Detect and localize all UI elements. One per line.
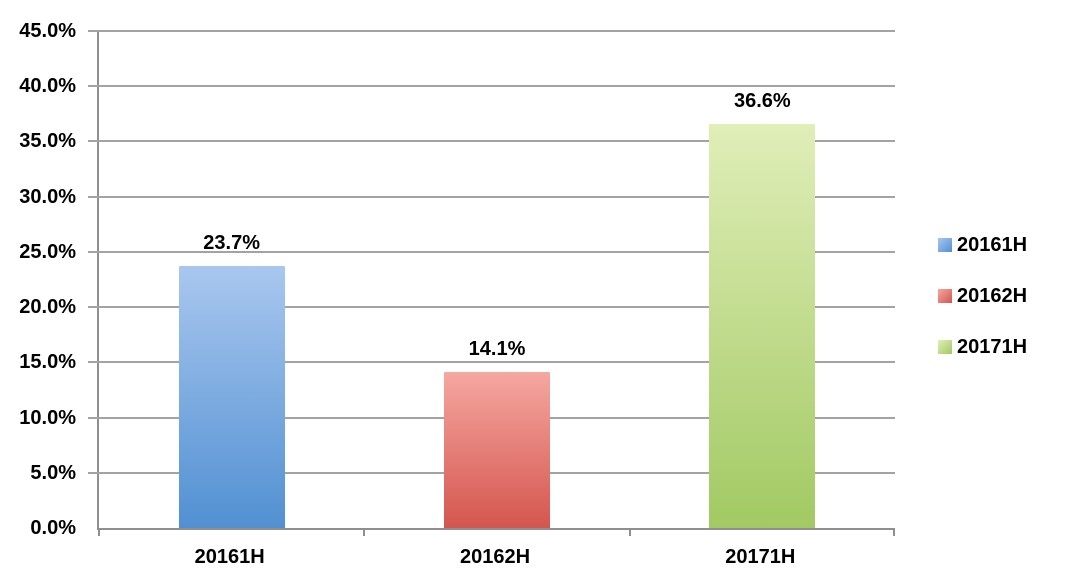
legend-label: 20162H [957, 284, 1028, 307]
gridline [88, 250, 895, 253]
bar-20161H[interactable] [178, 266, 285, 528]
y-axis-tick-labels: 0.0% 5.0% 10.0% 15.0% 20.0% 25.0% 30.0% 35.0% 40… [0, 20, 76, 539]
x-axis-tick [628, 528, 631, 536]
y-axis-tick-label: 10.0% [19, 406, 76, 429]
legend: 20161H 20162H 20171H [938, 233, 1028, 388]
legend-color-swatch [938, 289, 952, 303]
y-axis-tick-label: 20.0% [19, 296, 76, 319]
bar-value-label: 14.1% [468, 338, 526, 361]
y-axis-tick-label: 35.0% [19, 130, 76, 153]
x-axis-tick-labels: 20161H 20162H 20171H [97, 546, 893, 569]
gridline [88, 361, 895, 364]
bar-value-label: 36.6% [733, 89, 791, 112]
gridline [88, 195, 895, 198]
y-axis-tick-label: 25.0% [19, 240, 76, 263]
y-axis-tick-label: 40.0% [19, 75, 76, 98]
legend-label: 20161H [957, 233, 1028, 256]
x-axis-tick [893, 528, 895, 536]
x-axis-category-label: 20171H [725, 546, 796, 568]
gridline [88, 85, 895, 88]
x-axis-category-label: 20161H [194, 546, 265, 568]
gridline [88, 140, 895, 143]
legend-item-20161H[interactable]: 20161H [938, 233, 1028, 256]
gridline [88, 30, 895, 32]
bar-20162H[interactable] [444, 372, 550, 528]
legend-label: 20171H [957, 335, 1028, 358]
y-axis-tick-label: 15.0% [19, 351, 76, 374]
y-axis-tick-label: 5.0% [30, 461, 76, 484]
legend-item-20171H[interactable]: 20171H [938, 335, 1028, 358]
legend-item-20162H[interactable]: 20162H [938, 284, 1028, 307]
bar-20171H[interactable] [709, 123, 816, 528]
bar-value-label: 23.7% [203, 232, 261, 255]
y-axis-tick-label: 0.0% [30, 517, 76, 539]
x-axis-tick [98, 528, 100, 536]
x-axis-tick [363, 528, 366, 536]
x-axis-category-label: 20162H [459, 546, 531, 568]
plot-area: 23.7% 14.1% 36.6% [88, 30, 895, 536]
gridline [88, 306, 895, 309]
y-axis-tick-label: 30.0% [19, 185, 76, 208]
y-axis-tick-label: 45.0% [19, 20, 76, 42]
legend-color-swatch [938, 238, 952, 252]
legend-color-swatch [938, 340, 952, 354]
